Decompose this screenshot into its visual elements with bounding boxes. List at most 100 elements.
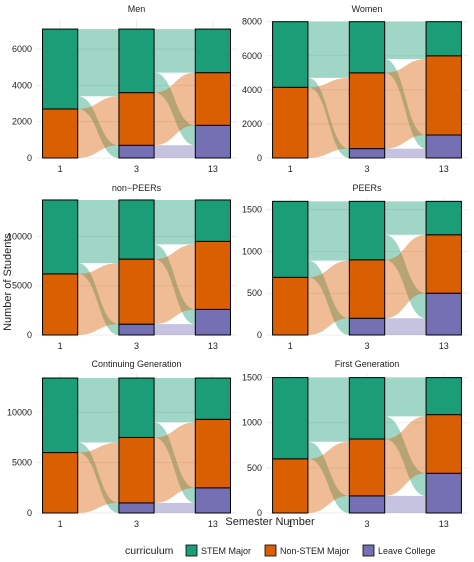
flow-ribbon: [384, 377, 427, 415]
y-tick-label: 0: [257, 508, 262, 518]
flow-ribbon: [154, 419, 196, 423]
flow-ribbon: [384, 414, 427, 417]
flow-ribbon: [77, 263, 119, 335]
y-tick-label: 8000: [242, 17, 262, 27]
y-tick-label: 5000: [12, 458, 32, 468]
bar-segment: [118, 502, 155, 514]
bar-segment: [194, 72, 231, 126]
flow-ribbon: [307, 438, 350, 442]
bar-segment: [118, 92, 155, 146]
flow-ribbon: [154, 422, 196, 503]
y-tick-label: 2000: [12, 117, 32, 127]
bar-segment: [194, 28, 231, 74]
y-tick-label: 1000: [242, 418, 262, 428]
flow-ribbon: [307, 260, 350, 335]
bar-segment: [348, 495, 386, 514]
flow-ribbon: [154, 241, 196, 245]
panel-title: PEERs: [352, 183, 382, 193]
y-tick-label: 500: [247, 463, 262, 473]
bar-segment: [118, 323, 155, 336]
flow-ribbon: [77, 96, 119, 158]
bar-segment: [42, 108, 79, 159]
y-tick-label: 10000: [7, 407, 32, 417]
panel-title: First Generation: [335, 359, 400, 369]
flow-ribbon: [307, 260, 350, 335]
flow-ribbon: [154, 72, 196, 146]
y-tick-label: 0: [27, 508, 32, 518]
legend-label-nonstem: Non-STEM Major: [280, 546, 350, 556]
flow-ribbon: [77, 442, 119, 513]
y-tick-label: 1000: [242, 246, 262, 256]
legend-swatch-leave: [362, 544, 375, 557]
flow-ribbon: [77, 442, 119, 513]
flow-ribbon: [384, 495, 427, 513]
flow-ribbon: [154, 422, 196, 503]
x-tick-label: 3: [364, 164, 369, 174]
bar-segment: [272, 86, 309, 159]
y-tick-label: 500: [247, 288, 262, 298]
flow-ribbon: [77, 96, 119, 158]
y-tick-label: 4000: [242, 85, 262, 95]
bar-segment: [348, 200, 386, 261]
flow-ribbon: [154, 244, 196, 325]
bar-segment: [272, 377, 309, 460]
flow-ribbon: [307, 259, 350, 261]
y-tick-label: 6000: [12, 44, 32, 54]
flow-ribbon: [154, 145, 196, 158]
x-tick-label: 3: [364, 341, 369, 351]
bar-segment: [118, 28, 155, 94]
flow-ribbon: [154, 244, 196, 325]
flow-ribbon: [307, 441, 350, 513]
bar-segment: [348, 317, 386, 336]
bar-segment: [425, 414, 462, 474]
flow-ribbon: [77, 259, 119, 264]
flow-ribbon: [307, 77, 350, 158]
bar-segment: [348, 259, 386, 319]
legend-title: curriculum: [125, 545, 174, 557]
bar-segment: [118, 199, 155, 260]
panel-title: Women: [352, 4, 383, 14]
bar-segment: [348, 21, 386, 74]
bar-segment: [425, 21, 462, 57]
panel-title: Men: [128, 4, 146, 14]
y-tick-label: 10000: [7, 231, 32, 241]
y-tick-label: 6000: [242, 51, 262, 61]
x-tick-label: 1: [288, 341, 293, 351]
bar-segment: [348, 438, 386, 497]
x-tick-label: 1: [288, 519, 293, 529]
bar-segment: [425, 472, 462, 514]
bar-segment: [42, 199, 79, 275]
y-tick-label: 5000: [12, 281, 32, 291]
flow-ribbon: [384, 148, 427, 158]
bar-segment: [348, 72, 386, 150]
flow-ribbon: [154, 324, 196, 335]
bar-segment: [42, 377, 79, 454]
bar-segment: [194, 124, 231, 159]
x-tick-label: 1: [58, 164, 63, 174]
flow-ribbon: [77, 92, 119, 97]
x-tick-label: 13: [439, 341, 449, 351]
y-tick-label: 0: [257, 330, 262, 340]
bar-segment: [425, 134, 462, 159]
y-tick-label: 2000: [242, 119, 262, 129]
flow-ribbon: [77, 263, 119, 335]
bar-segment: [118, 377, 155, 438]
x-tick-label: 3: [134, 519, 139, 529]
bar-segment: [348, 148, 386, 159]
flow-ribbon: [384, 59, 427, 149]
legend-label-stem: STEM Major: [201, 546, 251, 556]
flow-ribbon: [307, 77, 350, 158]
y-tick-label: 4000: [12, 80, 32, 90]
bar-segment: [425, 200, 462, 236]
bar-segment: [194, 240, 231, 310]
bar-segment: [194, 418, 231, 489]
bar-segment: [272, 21, 309, 88]
x-tick-label: 13: [439, 164, 449, 174]
flow-ribbon: [384, 416, 427, 496]
flow-ribbon: [384, 21, 427, 56]
